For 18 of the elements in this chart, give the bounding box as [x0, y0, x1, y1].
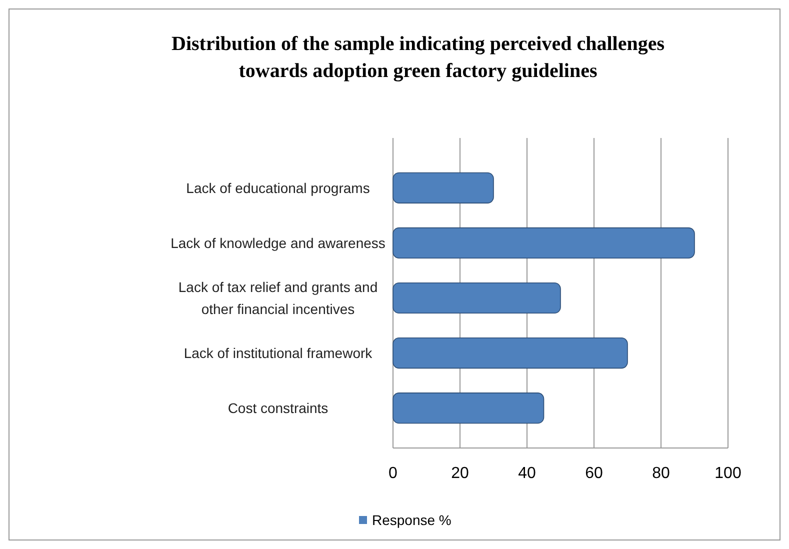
bar	[392, 282, 561, 314]
bar	[392, 172, 494, 204]
x-tick-label: 0	[388, 465, 398, 482]
legend-label: Response %	[372, 512, 452, 528]
x-tick-label: 20	[451, 465, 469, 482]
x-tick-label: 60	[585, 465, 603, 482]
y-tick-label: Lack of knowledge and awareness	[170, 234, 386, 251]
y-tick-label: Lack of educational programs	[186, 180, 370, 196]
y-tick-label: Cost constraints	[228, 400, 328, 416]
chart-title: Distribution of the sample indicating perceived challenges towards adoption green factory guidelines	[172, 33, 665, 82]
x-tick-label: 80	[652, 465, 670, 482]
y-tick-label: Lack of institutional framework	[184, 345, 374, 362]
bar	[392, 227, 695, 258]
bar	[392, 338, 628, 369]
x-tick-label: 100	[714, 465, 742, 482]
x-tick-label: 40	[518, 465, 536, 482]
bar	[392, 392, 544, 424]
y-tick-label: Lack of tax relief and grants and other financial incentives	[178, 279, 378, 317]
